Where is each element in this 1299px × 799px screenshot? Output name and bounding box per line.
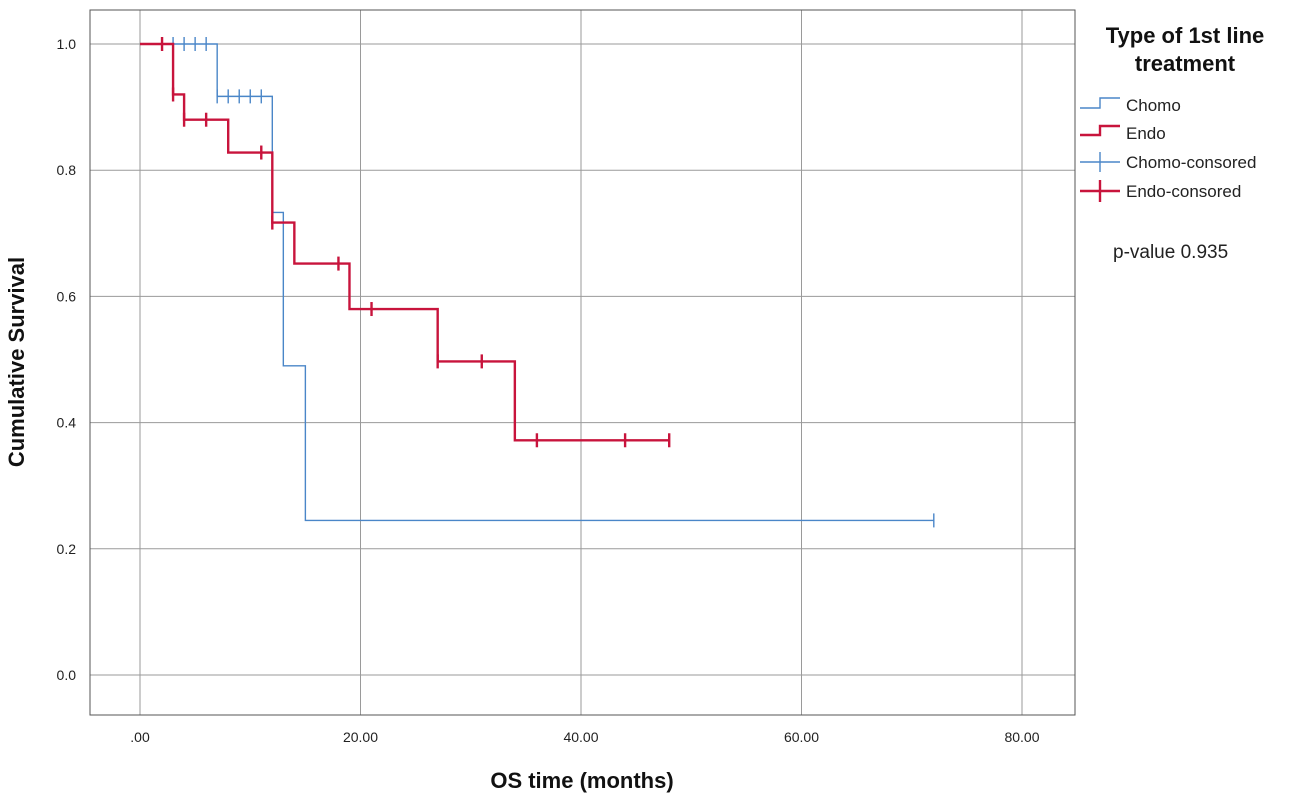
legend-title-line1: Type of 1st line [1106,23,1265,48]
series-endo [140,37,671,448]
y-tick-label: 0.0 [57,667,77,683]
x-axis-title: OS time (months) [490,768,673,793]
legend-swatch-chomo [1080,97,1120,109]
legend-label-endo-censored: Endo-consored [1126,182,1241,201]
survival-curve-endo [140,42,670,442]
legend-swatch-chomo-censored [1080,152,1120,172]
y-tick-label: 1.0 [57,36,77,52]
p-value-annotation: p-value 0.935 [1113,242,1228,263]
tick-labels: .00 20.00 40.00 60.00 80.00 0.0 0.2 0.4 0.6 0.8 1.… [57,36,1040,745]
x-tick-label: .00 [130,729,150,745]
y-tick-label: 0.2 [57,541,77,557]
legend-swatch-endo-censored [1080,180,1120,202]
legend-title-line2: treatment [1135,51,1236,76]
series-chomo [140,37,935,528]
legend: Type of 1st line treatment Chomo Endo Ch… [1080,23,1264,202]
y-axis-title: Cumulative Survival [4,257,29,467]
x-tick-label: 20.00 [343,729,378,745]
x-tick-label: 40.00 [563,729,598,745]
legend-label-chomo: Chomo [1126,96,1181,115]
survival-curve-chomo [140,43,934,522]
legend-swatch-endo [1080,124,1120,137]
legend-label-endo: Endo [1126,124,1166,143]
x-tick-label: 60.00 [784,729,819,745]
y-tick-label: 0.4 [57,415,77,431]
legend-label-chomo-censored: Chomo-consored [1126,153,1256,172]
grid [90,10,1075,715]
y-tick-label: 0.6 [57,288,77,304]
plot-frame [89,9,1076,716]
x-tick-label: 80.00 [1004,729,1039,745]
series-layer [140,37,935,528]
y-tick-label: 0.8 [57,162,77,178]
